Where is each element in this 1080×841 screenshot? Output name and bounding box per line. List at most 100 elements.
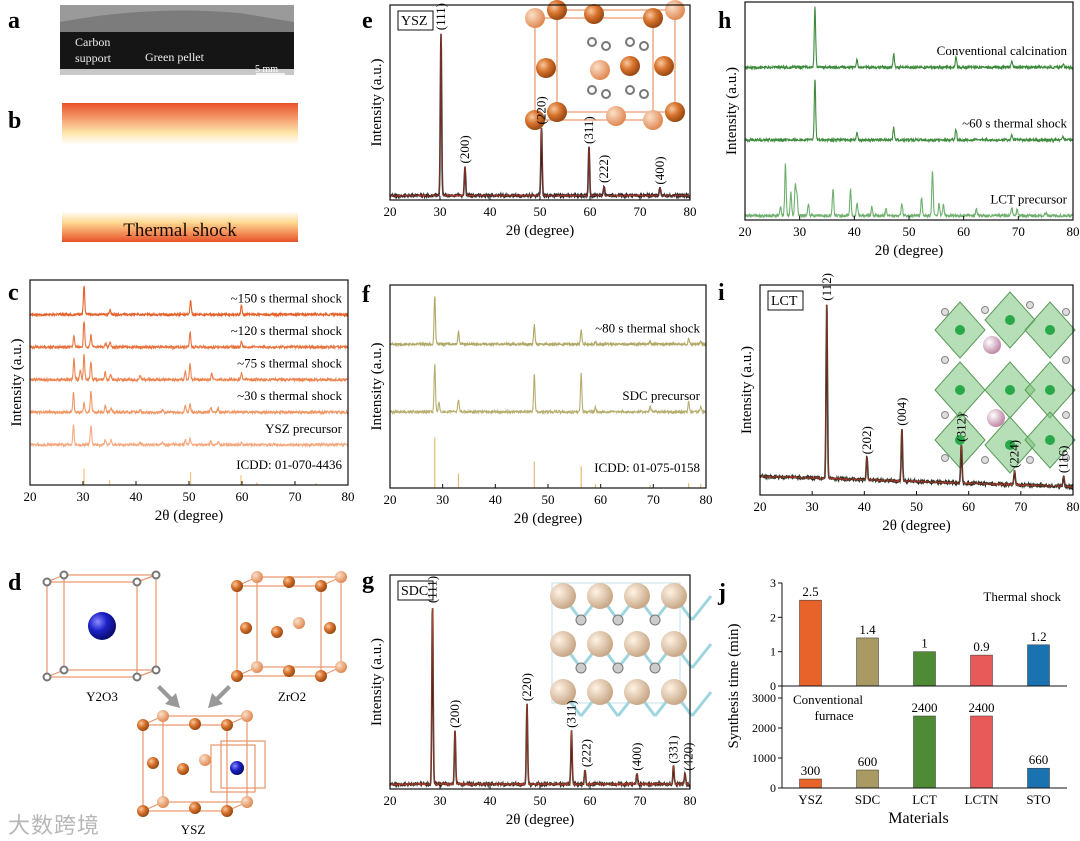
- xrd-chart-e: (111) (200) (220) (311)(222) (400) 20 30 40 50 60…: [369, 3, 697, 239]
- bar-lct: [913, 651, 936, 687]
- xrd-chart-g: (111) (200) (220) (311)(222) (400) (331) (420)…: [369, 574, 697, 828]
- x-axis-title: Materials: [888, 810, 948, 827]
- peak-label: (311): [581, 116, 596, 144]
- series-label: ~120 s thermal shock: [231, 323, 343, 338]
- x-tick-label: 20: [754, 499, 767, 514]
- y2o3-label: Y2O3: [86, 689, 118, 704]
- bar-ysz: [799, 778, 822, 789]
- x-tick-label: 70: [634, 793, 647, 808]
- peak-label: (200): [447, 700, 462, 728]
- x-axis-title: 2θ (degree): [514, 511, 582, 527]
- category-label: YSZ: [798, 792, 823, 807]
- series-label: LCT precursor: [990, 191, 1067, 206]
- crystal-structures-panel: Y2O3 ZrO2 YSZ: [42, 570, 347, 837]
- series-label: Conventional furnace: [793, 692, 863, 723]
- xrd-trace: [29, 285, 349, 318]
- panel-label-b: b: [8, 108, 21, 134]
- y-axis-title: Intensity (a.u.): [9, 339, 25, 427]
- category-label: LCT: [912, 792, 937, 807]
- ysz-unit-cell-inset: [525, 0, 685, 130]
- plot-frame: [744, 1, 1074, 221]
- x-tick-label: 70: [289, 489, 302, 504]
- panel-label-i: i: [718, 280, 725, 306]
- sdc-unit-cell-inset: [550, 582, 713, 717]
- series-label: Thermal shock: [983, 589, 1061, 604]
- y-axis-title: Synthesis time (min): [726, 624, 742, 749]
- x-tick-label: 50: [183, 489, 196, 504]
- panel-label-a: a: [8, 8, 20, 34]
- bar-value-label: 2.5: [802, 584, 818, 599]
- peak-label: (112): [819, 273, 834, 301]
- x-tick-label: 60: [584, 793, 597, 808]
- sample-tag: LCT: [771, 294, 798, 309]
- bar-lctn: [970, 654, 993, 687]
- x-tick-label: 20: [384, 793, 397, 808]
- bar-value-label: 660: [1029, 752, 1049, 767]
- bar-sto: [1027, 767, 1050, 789]
- bar-value-label: 600: [858, 754, 878, 769]
- sample-tag-box: [767, 290, 804, 311]
- bar-value-label: 2400: [969, 700, 995, 715]
- peak-label: (004): [894, 398, 909, 426]
- peak-label: (311): [564, 700, 579, 728]
- y-axis-title: Intensity (a.u.): [739, 346, 755, 434]
- x-tick-label: 20: [739, 224, 752, 239]
- x-tick-label: 20: [384, 492, 397, 507]
- series-label: ~80 s thermal shock: [595, 320, 700, 335]
- y-tick-label: 3000: [752, 691, 776, 705]
- watermark: 大数跨境: [8, 814, 101, 839]
- x-tick-label: 60: [594, 492, 607, 507]
- xrd-trace: [29, 424, 349, 449]
- bar-value-label: 1.4: [859, 622, 876, 637]
- lct-perovskite-inset: [934, 291, 1076, 474]
- x-tick-label: 70: [1014, 499, 1027, 514]
- x-axis-title: 2θ (degree): [506, 812, 574, 828]
- panel-label-j: j: [717, 580, 726, 606]
- xrd-trace: [744, 6, 1074, 71]
- x-tick-label: 50: [903, 224, 916, 239]
- x-tick-label: 80: [684, 204, 697, 219]
- bar-value-label: 1.2: [1030, 629, 1046, 644]
- x-tick-label: 70: [634, 204, 647, 219]
- peak-label: (200): [457, 135, 472, 163]
- peak-label: (400): [629, 743, 644, 771]
- peak-label: (220): [519, 673, 534, 701]
- zirconium-atoms: [231, 571, 347, 682]
- peak-label: (222): [596, 155, 611, 183]
- bar-sdc: [856, 637, 879, 687]
- y-axis-title: Intensity (a.u.): [369, 59, 385, 147]
- peak-label: (420): [681, 743, 696, 771]
- synthesis-time-bar-chart: 2.5 1.4 1 0.9 1.2 0 1 2 3 Thermal shock 300 600 2400…: [726, 576, 1067, 827]
- bar-value-label: 0.9: [973, 639, 989, 654]
- peak-label: (222): [579, 739, 594, 767]
- xrd-chart-c: ~150 s thermal shock ~120 s thermal shock…: [9, 279, 355, 524]
- series-label: Conventional calcination: [937, 43, 1068, 58]
- x-tick-label: 40: [489, 492, 502, 507]
- x-tick-label: 40: [484, 793, 497, 808]
- xrd-trace: [744, 79, 1074, 144]
- peak-label: (331): [666, 735, 681, 763]
- xrd-chart-i: (112) (202) (004) (312) (224) (116) 20 30 40 50 60…: [739, 273, 1080, 534]
- bar-sto: [1027, 644, 1050, 687]
- x-tick-label: 30: [436, 492, 449, 507]
- green-pellet-label: Green pellet: [145, 50, 205, 64]
- bar-value-label: 2400: [912, 700, 938, 715]
- xrd-trace: [29, 390, 349, 416]
- y-tick-label: 0: [770, 781, 776, 795]
- fit-line: [389, 608, 690, 787]
- x-tick-label: 20: [384, 204, 397, 219]
- y-tick-label: 2000: [752, 721, 776, 735]
- carbon-support-label-2: support: [75, 51, 112, 65]
- charts: ~150 s thermal shock ~120 s thermal shock…: [9, 1, 1080, 828]
- x-tick-label: 80: [1067, 499, 1080, 514]
- bar-ysz: [799, 599, 822, 687]
- scale-bar-label: 5 mm: [255, 64, 278, 75]
- xrd-trace: [744, 163, 1074, 219]
- x-tick-label: 60: [584, 204, 597, 219]
- peak-label: (202): [859, 426, 874, 454]
- panel-label-d: d: [8, 570, 22, 596]
- x-tick-label: 30: [793, 224, 806, 239]
- x-tick-label: 30: [806, 499, 819, 514]
- x-tick-label: 60: [236, 489, 249, 504]
